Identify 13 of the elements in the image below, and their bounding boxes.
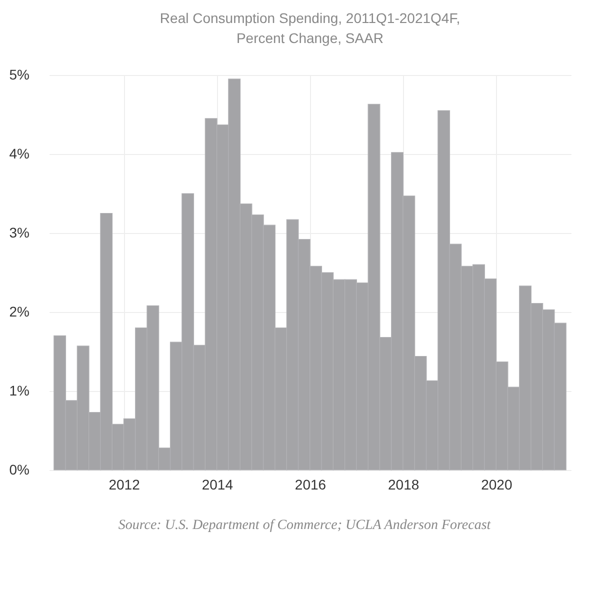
chart-title: Real Consumption Spending, 2011Q1-2021Q4F, Percent Change, SAAR bbox=[160, 10, 460, 46]
y-tick-label: 5% bbox=[9, 66, 30, 82]
y-tick-label: 4% bbox=[9, 146, 30, 162]
x-tick-label: 2018 bbox=[388, 476, 420, 492]
x-tick-label: 2020 bbox=[481, 476, 512, 492]
y-tick-label: 0% bbox=[9, 462, 30, 478]
y-tick-label: 3% bbox=[9, 224, 30, 240]
y-tick-label: 1% bbox=[9, 382, 30, 398]
x-tick-label: 2016 bbox=[294, 476, 326, 492]
y-tick-label: 2% bbox=[9, 304, 30, 320]
x-tick-label: 2012 bbox=[108, 476, 140, 492]
source-note: Source: U.S. Department of Commerce; UCLA Anderson Forecast bbox=[117, 518, 492, 534]
x-tick-label: 2014 bbox=[202, 476, 234, 492]
